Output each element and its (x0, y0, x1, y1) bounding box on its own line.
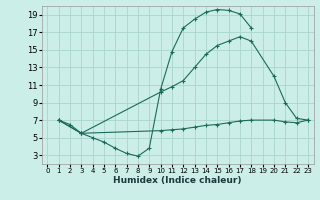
X-axis label: Humidex (Indice chaleur): Humidex (Indice chaleur) (113, 176, 242, 185)
